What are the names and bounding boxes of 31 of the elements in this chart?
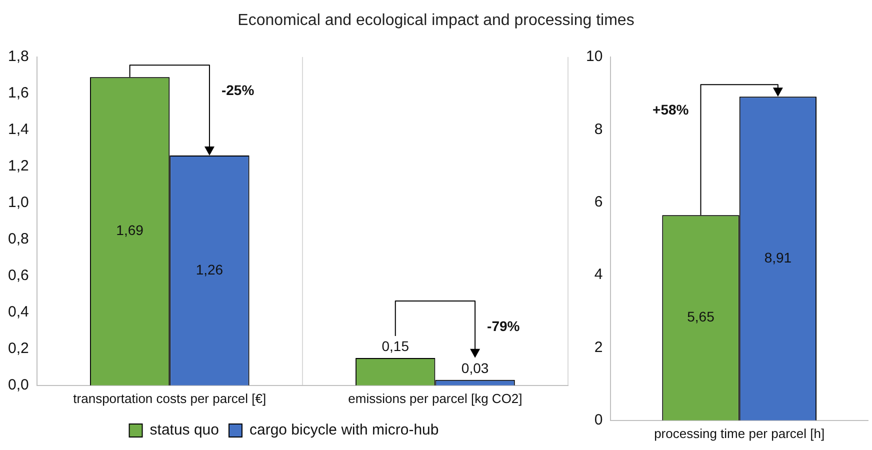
- y-tick-label: 0,4: [8, 304, 29, 321]
- y-tick-label: 1,8: [8, 48, 29, 66]
- x-tick-label: emissions per parcel [kg CO2]: [348, 390, 522, 406]
- data-label: 1,26: [196, 261, 224, 278]
- data-label: 0,03: [461, 360, 489, 376]
- legend-label: status quo: [150, 422, 219, 439]
- annotation: -25%: [221, 82, 255, 98]
- y-tick-label: 1,0: [8, 194, 29, 212]
- y-tick-label: 1,2: [8, 158, 29, 175]
- x-tick-label: transportation costs per parcel [€]: [73, 390, 266, 406]
- y-tick-label: 10: [586, 48, 603, 66]
- y-tick-label: 1,6: [8, 84, 29, 102]
- y-tick-label: 2: [594, 338, 603, 356]
- y-tick-label: 8: [594, 120, 603, 138]
- x-tick-label: processing time per parcel [h]: [654, 426, 825, 441]
- y-tick-label: 0,0: [8, 376, 29, 394]
- y-tick-label: 0,2: [8, 340, 29, 358]
- data-label: 0,15: [382, 338, 410, 354]
- annotation: -79%: [487, 318, 520, 334]
- data-label: 5,65: [687, 308, 715, 325]
- data-label: 1,69: [116, 222, 144, 238]
- legend-label: cargo bicycle with micro-hub: [249, 422, 439, 439]
- y-tick-label: 0,6: [8, 267, 29, 284]
- text: +58%: [652, 101, 690, 118]
- y-tick-label: 0,8: [8, 230, 29, 248]
- y-tick-label: 4: [594, 266, 603, 284]
- chart-title: Economical and ecological impact and processing times: [236, 12, 636, 30]
- y-tick-label: 6: [594, 194, 603, 210]
- y-tick-label: 0: [594, 412, 603, 429]
- data-label: 8,91: [764, 249, 792, 266]
- y-tick-label: 1,4: [8, 121, 29, 138]
